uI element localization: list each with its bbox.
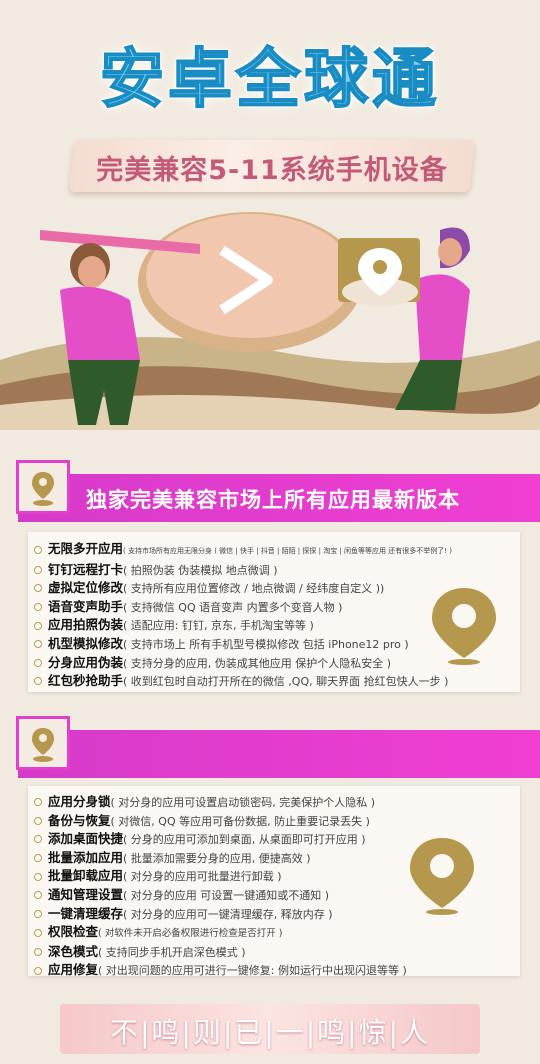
- person-with-pencil: [40, 230, 214, 425]
- list-item: 虚拟定位修改( 支持所有应用位置修改 / 地点微调 / 经纬度自定义 )): [34, 579, 452, 598]
- list-item: 应用修复( 对出现问题的应用可进行一键修复: 例如运行中出现闪退等等 ): [34, 961, 407, 980]
- bottom-banner: [60, 1004, 480, 1054]
- list-item: 红包秒抢助手( 收到红包时自动打开所在的微信 ,QQ, 聊天界面 抢红包快人一步…: [34, 672, 452, 691]
- bottom-slogan: 不|鸣|则|已|一|鸣|惊|人: [109, 1016, 431, 1049]
- map-disc: [138, 212, 362, 352]
- list-item: 分身应用伪装( 支持分身的应用, 伪装成其他应用 保护个人隐私安全 ): [34, 654, 452, 673]
- list-item: 备份与恢复( 对微信, QQ 等应用可备份数据, 防止重要记录丢失 ): [34, 812, 407, 831]
- section1-header-bar: [18, 474, 540, 522]
- section2-feature-list: 应用分身锁( 对分身的应用可设置启动锁密码, 完美保护个人隐私 ) 备份与恢复(…: [34, 793, 407, 980]
- section1-feature-list: 无限多开应用( 支持市场所有应用无限分身 ( 微信 | 快手 | 抖音 | 陌陌…: [34, 540, 452, 691]
- person-with-map: [395, 227, 470, 410]
- list-item: 应用拍照伪装( 适配应用: 钉钉, 京东, 手机淘宝等等 ): [34, 616, 452, 635]
- location-pin-icon: [32, 728, 54, 762]
- list-item: 深色模式( 支持同步手机开启深色模式 ): [34, 943, 407, 962]
- subtitle: 完美兼容5-11系统手机设备: [96, 155, 448, 186]
- list-item: 通知管理设置( 对分身的应用 可设置一键通知或不通知 ): [34, 886, 407, 905]
- section1-icon-box: [16, 460, 70, 514]
- list-item: 钉钉远程打卡( 拍照伪装 伪装模拟 地点微调 ): [34, 561, 452, 580]
- hero-illustration: [0, 212, 540, 430]
- location-card: [338, 238, 420, 306]
- list-item: 应用分身锁( 对分身的应用可设置启动锁密码, 完美保护个人隐私 ): [34, 793, 407, 812]
- list-item: 批量卸载应用( 对分身的应用可批量进行卸载 ): [34, 867, 407, 886]
- list-item: 一键清理缓存( 对分身的应用可一键清理缓存, 释放内存 ): [34, 905, 407, 924]
- list-item: 语音变声助手( 支持微信 QQ 语音变声 内置多个变音人物 ): [34, 598, 452, 617]
- section2-header-bar: [18, 730, 540, 778]
- list-item: 权限检查( 对软件未开启必备权限进行检查是否打开 ): [34, 923, 407, 943]
- list-item: 添加桌面快捷( 分身的应用可添加到桌面, 从桌面即可打开应用 ): [34, 830, 407, 849]
- list-item: 无限多开应用( 支持市场所有应用无限分身 ( 微信 | 快手 | 抖音 | 陌陌…: [34, 540, 452, 561]
- list-item: 机型模拟修改( 支持市场上 所有手机型号模拟修改 包括 iPhone12 pro…: [34, 635, 452, 654]
- location-pin-icon: [410, 838, 474, 915]
- page-title: 安卓全球通: [99, 42, 440, 118]
- section2-icon-box: [16, 716, 70, 770]
- section1-title: 独家完美兼容市场上所有应用最新版本: [86, 488, 460, 512]
- list-item: 批量添加应用( 批量添加需要分身的应用, 便捷高效 ): [34, 849, 407, 868]
- location-pin-icon: [432, 588, 496, 665]
- location-pin-icon: [32, 472, 54, 506]
